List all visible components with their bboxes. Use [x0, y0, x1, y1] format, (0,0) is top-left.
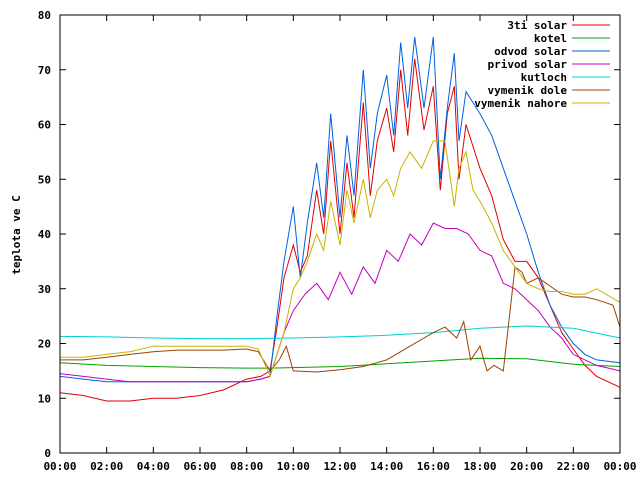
legend-label: privod solar	[488, 58, 568, 71]
legend-label: odvod solar	[494, 45, 567, 58]
y-tick-label: 10	[38, 392, 51, 405]
x-tick-label: 00:00	[43, 460, 76, 473]
x-tick-label: 14:00	[370, 460, 403, 473]
x-tick-label: 04:00	[137, 460, 170, 473]
y-tick-label: 40	[38, 228, 51, 241]
series-line-kutloch	[59, 325, 621, 340]
legend-label: vymenik dole	[488, 84, 568, 97]
y-tick-label: 0	[44, 447, 51, 460]
x-tick-label: 00:00	[603, 460, 636, 473]
x-tick-label: 12:00	[323, 460, 356, 473]
x-tick-label: 06:00	[183, 460, 216, 473]
legend-label: vymenik nahore	[474, 97, 567, 110]
y-tick-label: 20	[38, 338, 51, 351]
x-tick-label: 10:00	[277, 460, 310, 473]
y-axis-title: teplota ve C	[10, 195, 23, 274]
y-tick-label: 50	[38, 173, 51, 186]
x-tick-label: 02:00	[90, 460, 123, 473]
axis-ticks: 00:00 02:00 04:00 06:00 08:00 10:00 12:00 14:00…	[38, 9, 637, 473]
legend-label: kutloch	[521, 71, 567, 84]
series-line-3ti-solar	[59, 58, 621, 402]
y-tick-label: 80	[38, 9, 51, 22]
x-tick-label: 20:00	[510, 460, 543, 473]
series-line-privod-solar	[59, 222, 621, 383]
y-tick-label: 30	[38, 283, 51, 296]
y-tick-label: 70	[38, 64, 51, 77]
legend-label: kotel	[534, 32, 567, 45]
series-line-kotel	[59, 357, 621, 369]
series-line-vymenik-dole	[60, 265, 621, 373]
x-tick-label: 18:00	[463, 460, 496, 473]
x-tick-label: 08:00	[230, 460, 263, 473]
plot-area	[59, 36, 621, 402]
x-tick-label: 16:00	[417, 460, 450, 473]
x-tick-label: 22:00	[557, 460, 590, 473]
legend-label: 3ti solar	[507, 19, 567, 32]
y-tick-label: 60	[38, 119, 51, 132]
series-line-vymenik-nahore	[60, 140, 621, 378]
